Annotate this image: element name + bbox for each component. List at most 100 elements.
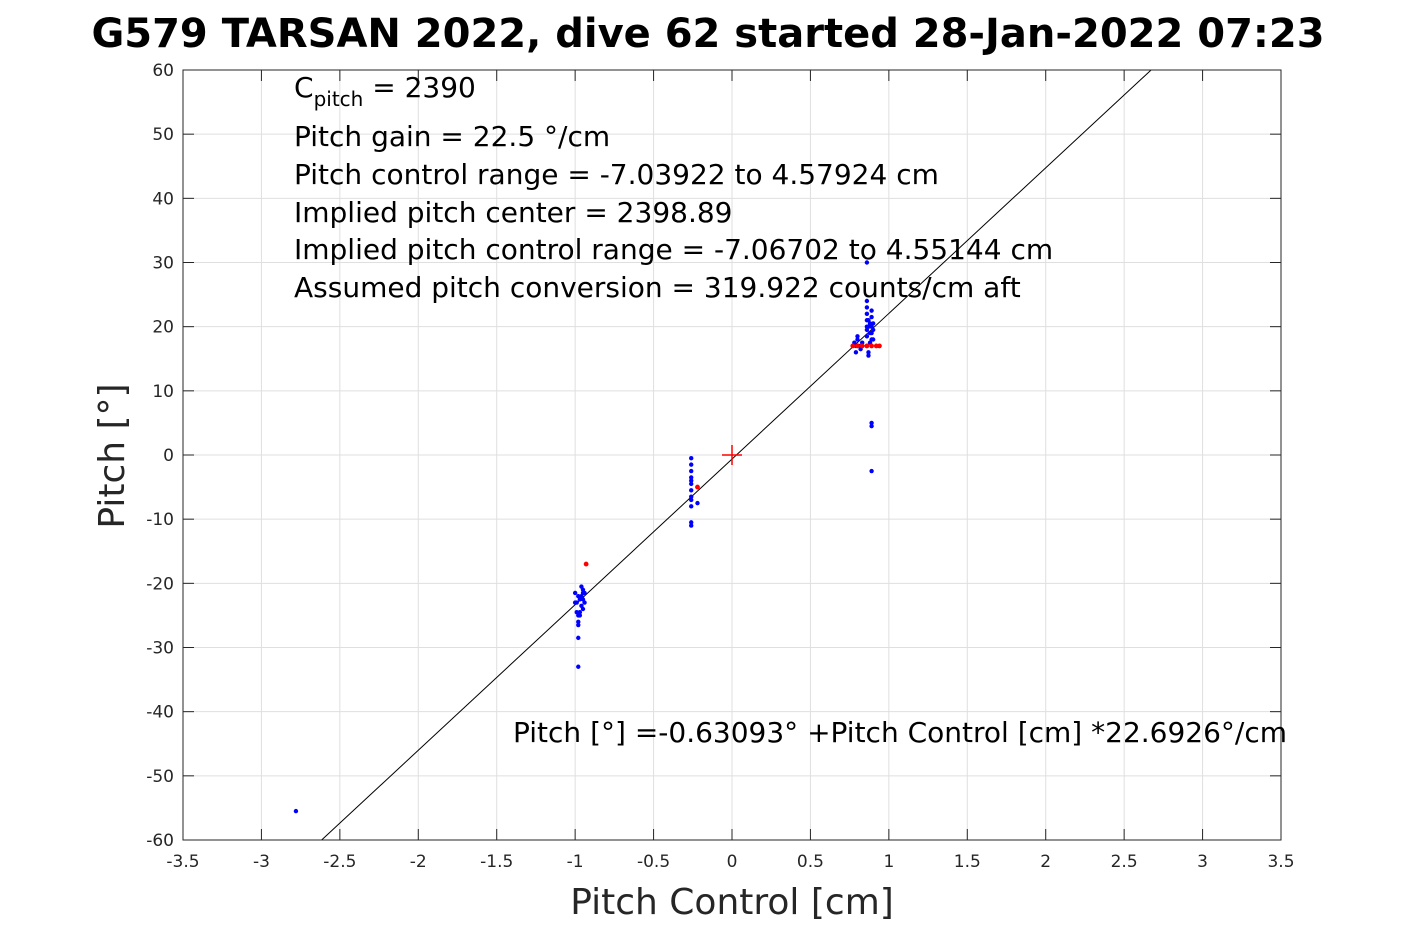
x-tick-label: 3.5 — [1267, 852, 1294, 872]
y-tick-label: 0 — [163, 446, 174, 466]
pitch-control-range-annotation: Pitch control range = -7.03922 to 4.5792… — [294, 158, 939, 191]
observation-point — [864, 260, 870, 265]
flagged-points — [583, 343, 882, 567]
y-tick-label: 30 — [152, 254, 174, 274]
chart-title: G579 TARSAN 2022, dive 62 started 28-Jan… — [91, 11, 1324, 57]
observation-point — [689, 481, 694, 487]
flagged-point — [877, 343, 882, 349]
x-tick-label: -0.5 — [637, 852, 670, 872]
observation-point — [582, 600, 587, 605]
observation-point — [689, 475, 694, 480]
observation-point — [869, 468, 874, 474]
x-tick-label: -1 — [567, 852, 584, 872]
observation-point — [576, 622, 581, 628]
observation-point — [864, 334, 870, 339]
observation-point — [293, 808, 299, 814]
x-tick-label: -2.5 — [323, 852, 356, 872]
x-tick-label: 1.5 — [954, 852, 981, 872]
observation-point — [689, 494, 694, 499]
x-tick-label: -3 — [253, 852, 270, 872]
c-pitch-main: C — [294, 71, 314, 104]
y-tick-labels: -60 -50 -40 -30 -20 -10 0 10 20 30 40 50 60 — [146, 61, 174, 851]
y-tick-label: -30 — [146, 639, 174, 659]
implied-pitch-center-annotation: Implied pitch center = 2398.89 — [294, 196, 732, 229]
x-axis-label: Pitch Control [cm] — [570, 882, 894, 923]
axis-ticks — [182, 69, 1282, 841]
observation-point — [574, 600, 579, 605]
observation-point — [689, 478, 694, 483]
y-tick-label: 10 — [152, 382, 174, 402]
observation-point — [576, 635, 581, 641]
implied-control-range-annotation: Implied pitch control range = -7.06702 t… — [294, 233, 1053, 266]
flagged-point — [695, 484, 700, 490]
observation-point — [866, 350, 871, 355]
flagged-point — [864, 343, 870, 349]
y-tick-label: -10 — [146, 510, 174, 530]
y-tick-label: -20 — [146, 574, 174, 594]
observation-point — [855, 334, 860, 339]
observation-point — [689, 523, 694, 528]
observation-point — [580, 606, 586, 612]
observation-point — [572, 590, 578, 596]
observation-point — [870, 327, 876, 333]
flagged-point — [583, 561, 589, 567]
c-pitch-annotation: Cpitch = 2390 — [294, 71, 476, 111]
observation-point — [580, 587, 586, 592]
observation-point — [869, 314, 874, 320]
observation-point — [864, 311, 870, 317]
y-tick-label: -60 — [146, 831, 174, 851]
x-tick-label: -3.5 — [166, 852, 199, 872]
observation-point — [864, 298, 870, 304]
x-tick-label: 3 — [1197, 852, 1208, 872]
observation-point — [689, 504, 694, 509]
observation-point — [689, 468, 694, 474]
x-tick-label: -2 — [410, 852, 427, 872]
x-tick-label: 1 — [883, 852, 894, 872]
y-tick-label: 60 — [152, 61, 174, 81]
observation-point — [870, 337, 876, 342]
pitch-conversion-annotation: Assumed pitch conversion = 319.922 count… — [294, 271, 1021, 304]
y-tick-label: -50 — [146, 767, 174, 787]
x-tick-label: 0 — [727, 852, 738, 872]
observation-point — [855, 337, 860, 342]
observation-point — [869, 308, 874, 313]
info-annotations: Cpitch = 2390 Pitch gain = 22.5 °/cm Pit… — [294, 71, 1287, 749]
observation-point — [866, 353, 871, 358]
observation-point — [574, 610, 579, 615]
observation-point — [864, 305, 870, 310]
flagged-point — [850, 343, 856, 349]
y-tick-label: 40 — [152, 189, 174, 209]
observation-point — [577, 613, 583, 618]
plot-area — [182, 69, 1282, 841]
observation-point — [689, 497, 694, 503]
observation-point — [689, 488, 694, 493]
observation-point — [689, 520, 694, 525]
observation-point — [576, 664, 581, 669]
x-tick-label: -1.5 — [480, 852, 513, 872]
y-tick-label: -40 — [146, 703, 174, 723]
x-tick-label: 0.5 — [797, 852, 824, 872]
x-tick-label: 2 — [1040, 852, 1051, 872]
observation-point — [689, 456, 694, 461]
observation-point — [576, 593, 581, 599]
c-pitch-subscript: pitch — [314, 87, 364, 111]
observation-points — [293, 260, 876, 814]
observation-point — [870, 321, 876, 326]
flagged-point — [869, 343, 875, 349]
c-pitch-value: = 2390 — [363, 71, 476, 104]
y-tick-label: 20 — [152, 318, 174, 338]
fit-equation-annotation: Pitch [°] =-0.63093° +Pitch Control [cm]… — [513, 716, 1287, 749]
flagged-point — [859, 343, 865, 349]
observation-point — [869, 423, 874, 429]
y-tick-label: 50 — [152, 125, 174, 145]
observation-point — [853, 350, 859, 355]
y-axis-label: Pitch [°] — [92, 383, 133, 528]
flagged-point — [855, 343, 860, 349]
observation-point — [689, 462, 694, 467]
x-tick-labels: -3.5 -3 -2.5 -2 -1.5 -1 -0.5 0 0.5 1 1.5 2 2.5 3 3.5 — [166, 852, 1294, 872]
observation-point — [869, 420, 874, 426]
observation-point — [576, 619, 581, 625]
observation-point — [577, 610, 583, 615]
x-tick-label: 2.5 — [1111, 852, 1138, 872]
